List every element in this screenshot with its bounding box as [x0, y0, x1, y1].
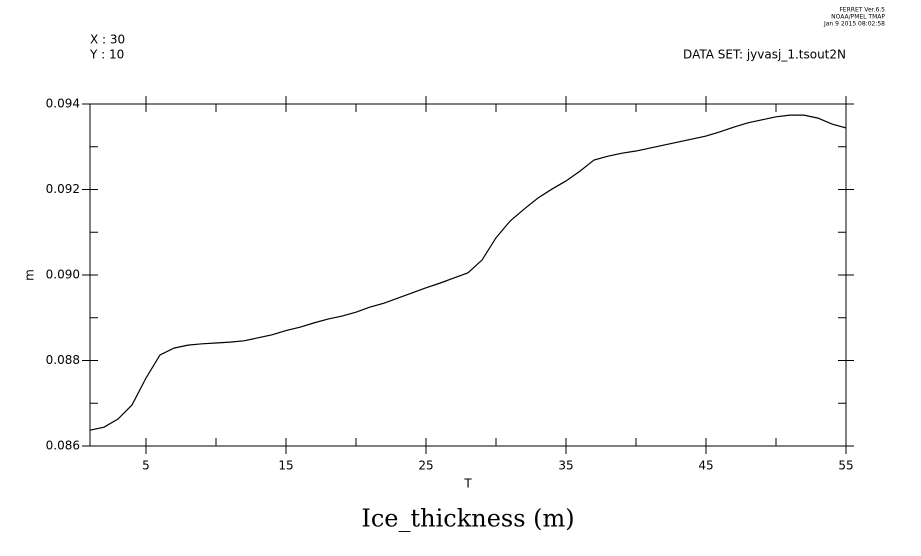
x-tick-label: 35 — [558, 459, 573, 473]
x-tick-label: 55 — [838, 459, 853, 473]
x-tick-label: 25 — [418, 459, 433, 473]
data-line — [89, 114, 847, 431]
x-axis-label: T — [463, 477, 472, 491]
y-tick-label: 0.092 — [46, 182, 80, 196]
stamp-line: NOAA/PMEL TMAP — [831, 14, 885, 21]
x-tick-label: 5 — [142, 459, 150, 473]
y-tick-label: 0.088 — [46, 353, 80, 367]
header-left: Y : 10 — [89, 48, 124, 62]
header-left: X : 30 — [90, 33, 125, 47]
chart-title: Ice_thickness (m) — [361, 505, 574, 533]
stamp-line: FERRET Ver.6.5 — [839, 7, 885, 14]
dataset-label: DATA SET: jyvasj_1.tsout2N — [683, 48, 846, 62]
y-axis-label: m — [23, 269, 37, 281]
stamp-line: Jan 9 2015 08:02:58 — [823, 21, 885, 28]
x-tick-label: 15 — [278, 459, 293, 473]
y-tick-label: 0.086 — [46, 439, 80, 453]
plot-frame — [89, 103, 847, 447]
x-tick-label: 45 — [698, 459, 713, 473]
y-tick-label: 0.090 — [46, 268, 80, 282]
y-tick-label: 0.094 — [46, 97, 80, 111]
